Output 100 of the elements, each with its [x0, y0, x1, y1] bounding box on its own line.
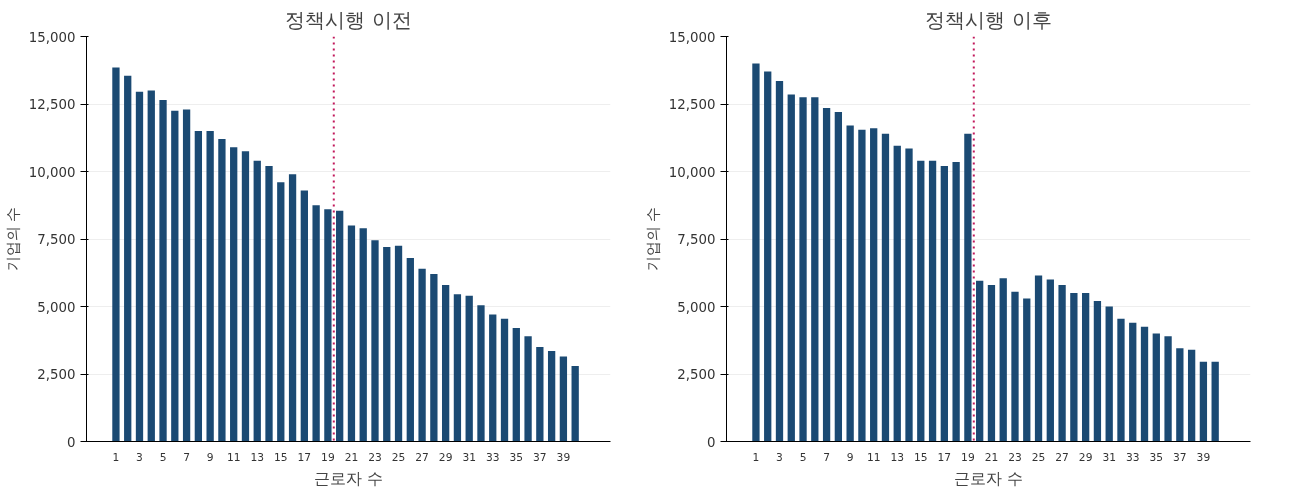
bar [1011, 291, 1019, 442]
bar [1129, 322, 1137, 442]
x-tick-label: 33 [1125, 450, 1140, 464]
y-axis-title: 기업의 수 [3, 206, 21, 272]
bar [336, 210, 344, 442]
bar [1046, 279, 1054, 442]
bar [1034, 275, 1043, 442]
bar [171, 110, 179, 442]
bar [1199, 361, 1208, 442]
bar [324, 209, 332, 442]
bar [371, 240, 379, 442]
bar [1070, 293, 1078, 442]
bar [159, 99, 167, 442]
y-tick-label: 5,000 [677, 299, 716, 315]
chart-title: 정책시행 이후 [925, 7, 1052, 32]
bar [347, 225, 356, 442]
bar [976, 280, 984, 442]
chart-title: 정책시행 이전 [285, 7, 412, 32]
bar [1152, 333, 1160, 442]
x-tick-label: 17 [937, 450, 952, 464]
bar [524, 336, 532, 442]
y-tick-label: 7,500 [677, 232, 716, 247]
bar [312, 205, 320, 442]
bar [206, 131, 214, 442]
x-tick-label: 35 [1149, 450, 1164, 464]
bar [1082, 293, 1090, 442]
bar [265, 166, 273, 442]
x-tick-label: 1 [752, 450, 760, 464]
bar [1140, 326, 1149, 442]
bar [288, 174, 297, 442]
bar [277, 182, 285, 442]
bar [112, 67, 120, 442]
bar [964, 133, 972, 442]
x-tick-label: 13 [890, 450, 905, 464]
bar [230, 147, 238, 442]
y-tick-label: 15,000 [668, 29, 716, 45]
bar [1187, 349, 1196, 442]
x-tick-label: 21 [344, 450, 359, 464]
bar [489, 314, 497, 442]
x-tick-label: 11 [226, 450, 241, 464]
y-tick-label: 7,500 [37, 232, 76, 247]
bar [418, 268, 426, 442]
y-axis-title: 기업의 수 [643, 206, 661, 272]
x-tick-label: 25 [1031, 450, 1046, 464]
bar [559, 356, 568, 442]
bar [775, 81, 784, 442]
x-tick-label: 23 [368, 450, 382, 464]
x-tick-label: 29 [438, 450, 453, 464]
bar [799, 97, 807, 442]
bar [905, 148, 913, 442]
bar [500, 318, 509, 442]
bar [182, 109, 191, 442]
bar [536, 347, 544, 442]
bar [834, 112, 843, 442]
bar [1093, 301, 1102, 442]
bar [1164, 336, 1172, 442]
bar [394, 245, 403, 442]
x-tick-label: 37 [1173, 450, 1187, 464]
x-axis-title: 근로자 수 [953, 468, 1024, 488]
bar [300, 190, 308, 442]
x-tick-label: 37 [533, 450, 547, 464]
bar [1105, 306, 1113, 442]
y-tick-label: 10,000 [28, 164, 76, 180]
x-tick-label: 17 [297, 450, 312, 464]
bar [218, 139, 226, 442]
x-tick-label: 31 [1102, 450, 1116, 464]
x-tick-label: 23 [1008, 450, 1022, 464]
x-tick-label: 13 [250, 450, 265, 464]
x-tick-label: 33 [485, 450, 500, 464]
y-tick-label: 10,000 [668, 164, 716, 180]
bar [477, 305, 485, 442]
x-tick-label: 25 [391, 450, 406, 464]
bar [406, 257, 414, 442]
bar [465, 295, 473, 442]
x-tick-label: 5 [799, 450, 807, 464]
x-tick-label: 39 [556, 450, 571, 464]
x-tick-label: 9 [206, 450, 214, 464]
bar [1211, 361, 1219, 442]
bar [858, 129, 866, 442]
bar [453, 294, 462, 442]
bar [752, 63, 760, 442]
x-tick-label: 15 [914, 450, 928, 464]
x-tick-label: 31 [462, 450, 476, 464]
x-tick-label: 7 [183, 450, 190, 464]
x-tick-label: 5 [159, 450, 167, 464]
bar [194, 131, 203, 442]
bar [442, 284, 450, 442]
x-tick-label: 27 [1055, 450, 1069, 464]
bar [253, 160, 261, 442]
bar [147, 90, 155, 442]
bar [764, 71, 772, 442]
y-tick-label: 0 [67, 434, 76, 450]
bar [1117, 318, 1125, 442]
bar [893, 145, 901, 442]
bar [430, 274, 438, 442]
bar [359, 228, 367, 442]
x-tick-label: 29 [1078, 450, 1093, 464]
bar [571, 365, 579, 442]
bar [1023, 298, 1031, 442]
x-tick-label: 39 [1196, 450, 1211, 464]
